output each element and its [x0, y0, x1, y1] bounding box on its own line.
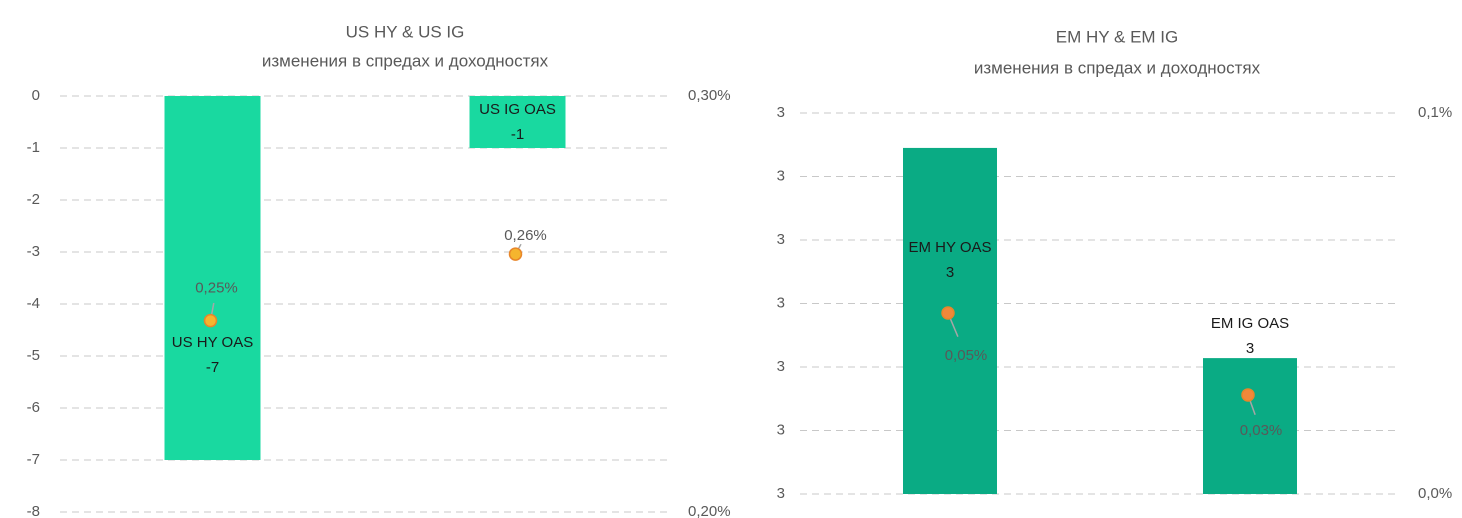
- chart-title: EM HY & EM IG: [1056, 27, 1179, 46]
- y-tick-label: 0: [32, 87, 40, 104]
- bar: [164, 96, 261, 460]
- bar-value-label: 3: [1246, 340, 1254, 357]
- y-tick-label: 3: [777, 421, 785, 438]
- point: [941, 306, 955, 320]
- y-tick-label: 3: [777, 231, 785, 248]
- y-tick-label: 3: [777, 167, 785, 184]
- y-tick-label: 3: [777, 294, 785, 311]
- y2-tick-label: 0,30%: [688, 87, 731, 104]
- y2-tick-label: 0,20%: [688, 503, 731, 518]
- point: [508, 247, 523, 261]
- y-tick-label: 3: [777, 104, 785, 121]
- y-tick-label: -7: [27, 451, 40, 468]
- y-tick-label: -8: [27, 503, 40, 518]
- y-tick-label: -5: [27, 347, 40, 364]
- bar-value-label: 3: [946, 264, 954, 281]
- y-tick-label: 3: [777, 485, 785, 502]
- chart-title: US HY & US IG: [346, 22, 465, 41]
- y2-tick-label: 0,0%: [1418, 485, 1452, 502]
- y2-tick-label: 0,1%: [1418, 104, 1452, 121]
- point: [1241, 388, 1255, 402]
- y-tick-label: -1: [27, 139, 40, 156]
- point-label: 0,05%: [945, 347, 988, 364]
- y-tick-label: -6: [27, 399, 40, 416]
- point-label: 0,25%: [195, 280, 238, 297]
- bar-label: EM IG OAS: [1211, 315, 1289, 332]
- bar-label: EM HY OAS: [908, 239, 991, 256]
- point-label: 0,26%: [504, 227, 547, 244]
- y-tick-label: -2: [27, 191, 40, 208]
- y-tick-label: 3: [777, 358, 785, 375]
- chart-subtitle: изменения в спредах и доходностях: [262, 51, 549, 70]
- bar-value-label: -7: [206, 359, 219, 376]
- bar: [1203, 358, 1297, 494]
- y-tick-label: -4: [27, 295, 40, 312]
- bar-value-label: -1: [511, 126, 524, 143]
- chart-subtitle: изменения в спредах и доходностях: [974, 58, 1261, 77]
- point: [203, 313, 218, 328]
- bar: [469, 96, 566, 148]
- bar-label: US IG OAS: [479, 101, 556, 118]
- bar-label: US HY OAS: [172, 334, 253, 351]
- point-label: 0,03%: [1240, 422, 1283, 439]
- y-tick-label: -3: [27, 243, 40, 260]
- bar: [903, 147, 997, 495]
